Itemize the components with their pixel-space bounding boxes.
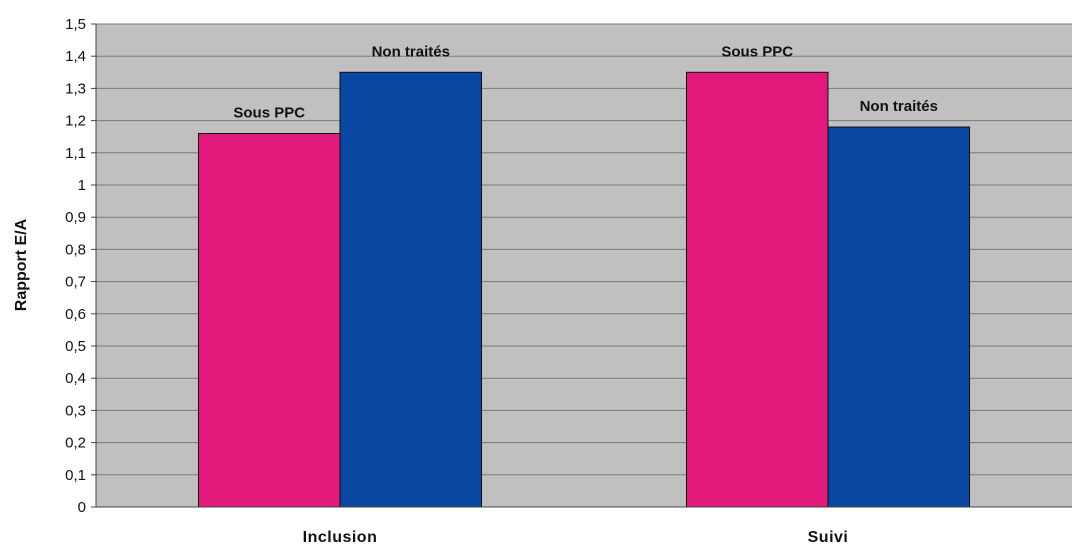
y-tick-label: 0,3 <box>65 402 86 419</box>
x-category-labels: Inclusion Suivi <box>303 529 849 546</box>
y-tick-label: 1,4 <box>65 48 86 65</box>
bar <box>827 126 971 508</box>
y-tick-label: 0,2 <box>65 435 86 452</box>
y-tick-label: 0,7 <box>65 274 86 291</box>
data-label: Sous PPC <box>721 43 793 60</box>
y-tick-label: 0,4 <box>65 370 86 387</box>
x-category-label: Inclusion <box>303 529 378 546</box>
bar <box>685 71 829 508</box>
y-tick-label: 1,3 <box>65 80 86 97</box>
y-tick-label: 1,5 <box>65 16 86 33</box>
x-category-label: Suivi <box>808 529 849 546</box>
data-label: Sous PPC <box>233 104 305 121</box>
bar <box>339 71 483 508</box>
y-tick-label: 0,8 <box>65 241 86 258</box>
bar <box>197 132 341 508</box>
bars <box>197 71 971 508</box>
y-tick-label: 1 <box>78 177 86 194</box>
y-tick-label: 0,5 <box>65 338 86 355</box>
y-tick-label: 0,9 <box>65 209 86 226</box>
y-tick-labels: 0 0,1 0,2 0,3 0,4 0,5 0,6 0,7 0,8 0,9 1 1,1 1,2 1,3 1,… <box>65 16 86 516</box>
data-labels: Sous PPC Non traités Sous PPC Non traités <box>233 43 938 121</box>
y-tick-label: 1,1 <box>65 145 86 162</box>
y-tick-label: 0 <box>78 499 86 516</box>
y-tick-label: 0,6 <box>65 306 86 323</box>
data-label: Non traités <box>860 98 938 115</box>
y-tick-label: 1,2 <box>65 113 86 130</box>
y-axis-label: Rapport E/A <box>13 218 30 311</box>
y-tick-label: 0,1 <box>65 467 86 484</box>
data-label: Non traités <box>372 43 450 60</box>
